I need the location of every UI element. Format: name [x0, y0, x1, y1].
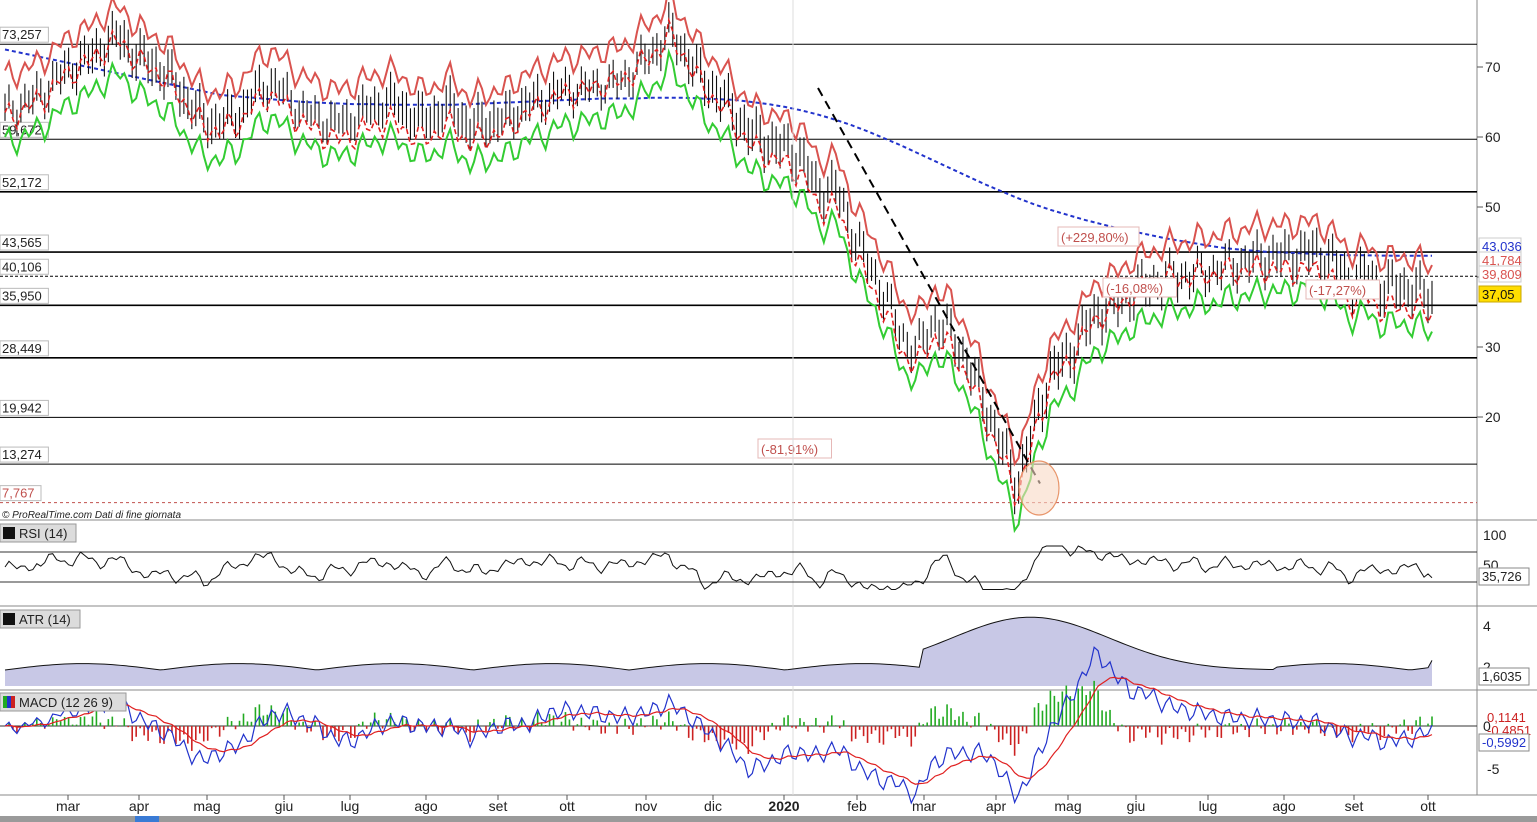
- level-label-7: 19,942: [2, 400, 42, 415]
- atr-axis-top: 4: [1483, 618, 1491, 634]
- level-label-0: 73,257: [2, 27, 42, 42]
- atr-panel: [4, 616, 1433, 686]
- x-tick-label-17: ago: [1272, 798, 1296, 814]
- y-tick-label-1: 30: [1485, 339, 1501, 355]
- macd-line: [4, 646, 1433, 805]
- atr-area: [5, 617, 1432, 686]
- atr-title: ATR (14): [0, 609, 81, 629]
- x-axis: mar apr mag giu lug ago set ott nov dic 2020 feb mar…: [56, 0, 1436, 814]
- x-tick-label-1: apr: [129, 798, 150, 814]
- y-tick-label-3: 50: [1485, 199, 1501, 215]
- right-label-2: 39,809: [1482, 267, 1522, 282]
- x-tick-label-3: giu: [275, 798, 294, 814]
- annotation-box-1: [1057, 226, 1140, 247]
- scrollbar[interactable]: [0, 816, 1537, 822]
- atr-value: 1,6035: [1482, 669, 1522, 684]
- right-label-3: 37,05: [1482, 287, 1515, 302]
- x-tick-label-11: feb: [847, 798, 867, 814]
- y-tick-label-4: 60: [1485, 129, 1501, 145]
- trailing-green-line: [4, 48, 1433, 534]
- rsi-axis-top: 100: [1483, 527, 1507, 543]
- annotation-box-3: [1305, 279, 1380, 300]
- macd-label: MACD (12 26 9): [19, 695, 113, 710]
- right-label-box-2: [1478, 265, 1522, 283]
- level-label-box-5: [0, 287, 49, 304]
- level-label-box-9: [0, 485, 42, 502]
- level-label-box-3: [0, 234, 49, 251]
- macd-title: MACD (12 26 9): [0, 692, 127, 712]
- level-label-9: 7,767: [2, 486, 35, 501]
- x-tick-label-16: lug: [1199, 798, 1218, 814]
- atr-path: [4, 616, 1433, 671]
- rsi-label: RSI (14): [19, 526, 67, 541]
- scrollbar-thumb[interactable]: [135, 816, 159, 822]
- macd-signal-line: [4, 676, 1433, 785]
- annotation-label-2: (-16,08%): [1106, 281, 1163, 296]
- annotation-box-2: [1102, 277, 1177, 298]
- level-label-4: 40,106: [2, 259, 42, 274]
- chart-annotations: (-81,91%) (+229,80%) (-16,08%) (-17,27%): [757, 87, 1380, 516]
- x-tick-label-19: ott: [1420, 798, 1436, 814]
- annotation-label-1: (+229,80%): [1061, 230, 1129, 245]
- y-tick-label-5: 70: [1485, 59, 1501, 75]
- x-tick-label-5: ago: [414, 798, 438, 814]
- x-tick-label-6: set: [489, 798, 508, 814]
- x-tick-label-18: set: [1345, 798, 1364, 814]
- macd-value-c: -0,5992: [1482, 735, 1526, 750]
- trailing-lines: [4, 0, 1433, 534]
- level-label-box-7: [0, 399, 49, 416]
- right-label-0: 43,036: [1482, 239, 1522, 254]
- trend-line-dashed: [817, 87, 1041, 484]
- x-tick-label-15: giu: [1127, 798, 1146, 814]
- x-tick-label-2: mag: [193, 798, 220, 814]
- x-tick-label-9: dic: [704, 798, 722, 814]
- annotation-label-0: (-81,91%): [761, 442, 818, 457]
- right-label-box-3: [1478, 285, 1522, 303]
- level-label-6: 28,449: [2, 341, 42, 356]
- level-label-box-4: [0, 258, 49, 275]
- atr-label: ATR (14): [19, 612, 71, 627]
- macd-value-a: 0,1141: [1487, 710, 1526, 725]
- rsi-path: [4, 545, 1433, 591]
- macd-axis-mid: 0: [1483, 718, 1491, 734]
- x-tick-label-14: mag: [1054, 798, 1081, 814]
- x-tick-label-4: lug: [341, 798, 360, 814]
- macd-axis-low: -5: [1487, 761, 1500, 777]
- x-tick-label-0: mar: [56, 798, 80, 814]
- x-tick-label-10: 2020: [768, 798, 799, 814]
- y-tick-label-0: 20: [1485, 409, 1501, 425]
- x-tick-label-7: ott: [559, 798, 575, 814]
- atr-axis-mid: 2: [1483, 659, 1491, 675]
- annotation-label-3: (-17,27%): [1309, 283, 1366, 298]
- level-label-8: 13,274: [2, 447, 42, 462]
- rsi-panel: [0, 545, 1477, 591]
- level-label-2: 52,172: [2, 175, 42, 190]
- rsi-title: RSI (14): [0, 523, 77, 543]
- ema-red-dashed: [4, 16, 1433, 508]
- level-label-5: 35,950: [2, 288, 42, 303]
- annotation-box-0: [757, 438, 832, 459]
- x-tick-label-13: apr: [986, 798, 1007, 814]
- level-label-box-6: [0, 340, 49, 357]
- level-label-box-0: [0, 26, 49, 43]
- macd-panel: [0, 646, 1477, 805]
- trailing-red-line: [4, 0, 1433, 467]
- level-label-box-2: [0, 174, 49, 191]
- source-note: © ProRealTime.com Dati di fine giornata: [2, 510, 181, 521]
- x-tick-label-12: mar: [912, 798, 936, 814]
- rsi-value: 35,726: [1482, 569, 1522, 584]
- bottom-highlight-ellipse: [1018, 460, 1060, 516]
- x-tick-label-8: nov: [635, 798, 658, 814]
- right-label-1: 41,784: [1482, 253, 1522, 268]
- level-label-3: 43,565: [2, 235, 42, 250]
- level-label-box-8: [0, 446, 49, 463]
